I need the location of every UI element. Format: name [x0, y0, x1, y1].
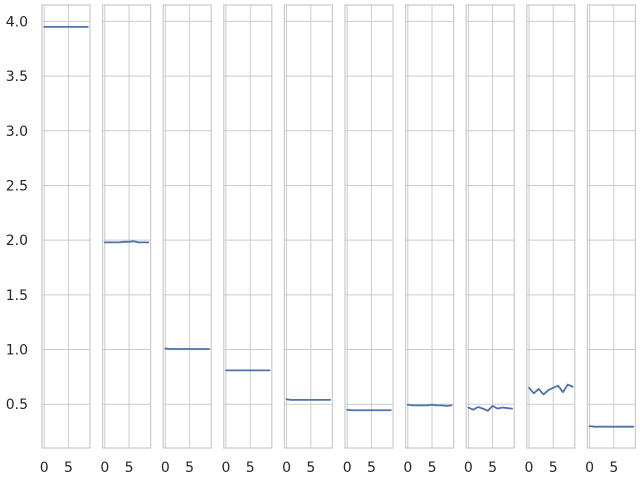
panel-frame — [223, 4, 273, 449]
y-tick-label: 3.5 — [6, 69, 28, 85]
series-line — [528, 383, 574, 396]
x-tick-label: 5 — [306, 460, 315, 476]
panel-frame — [41, 4, 91, 449]
series-line — [346, 408, 392, 412]
series-line — [406, 403, 453, 407]
x-tick-label: 0 — [222, 460, 231, 476]
panel-frame — [101, 4, 152, 449]
x-tick-label: 5 — [64, 460, 73, 476]
x-tick-label: 5 — [488, 460, 497, 476]
panel-frame — [283, 4, 334, 449]
y-tick-label: 3.0 — [6, 124, 28, 140]
series-line — [285, 398, 332, 401]
y-tick-label: 4.0 — [6, 14, 28, 30]
series-line — [103, 240, 150, 244]
series-line — [164, 347, 210, 350]
panel-frame — [404, 4, 455, 449]
series-line — [588, 425, 635, 428]
x-tick-label: 0 — [464, 460, 473, 476]
panel-frame — [586, 4, 637, 449]
y-tick-label: 2.5 — [6, 178, 28, 194]
panel-frame — [465, 4, 515, 449]
x-tick-label: 5 — [125, 460, 134, 476]
y-tick-label: 1.0 — [6, 343, 28, 359]
x-tick-label: 5 — [367, 460, 376, 476]
x-tick-label: 0 — [282, 460, 291, 476]
y-tick-label: 1.5 — [6, 288, 28, 304]
x-tick-label: 5 — [246, 460, 255, 476]
x-tick-label: 0 — [40, 460, 49, 476]
panel-frame — [344, 4, 394, 449]
x-tick-label: 5 — [609, 460, 618, 476]
x-tick-label: 0 — [161, 460, 170, 476]
x-tick-label: 5 — [549, 460, 558, 476]
x-tick-label: 0 — [343, 460, 352, 476]
y-tick-label: 2.0 — [6, 233, 28, 249]
x-tick-label: 5 — [185, 460, 194, 476]
series-line — [467, 404, 513, 412]
shared-y-axis: 0.5 1.0 1.5 2.0 2.5 3.0 3.5 4.0 — [6, 14, 28, 413]
x-tick-label: 0 — [100, 460, 109, 476]
x-tick-label: 0 — [585, 460, 594, 476]
y-tick-label: 0.5 — [6, 397, 28, 413]
x-tick-label: 0 — [525, 460, 534, 476]
panel-frame — [526, 4, 576, 449]
x-tick-label: 5 — [428, 460, 437, 476]
x-tick-label: 0 — [403, 460, 412, 476]
panel-frame — [162, 4, 212, 449]
